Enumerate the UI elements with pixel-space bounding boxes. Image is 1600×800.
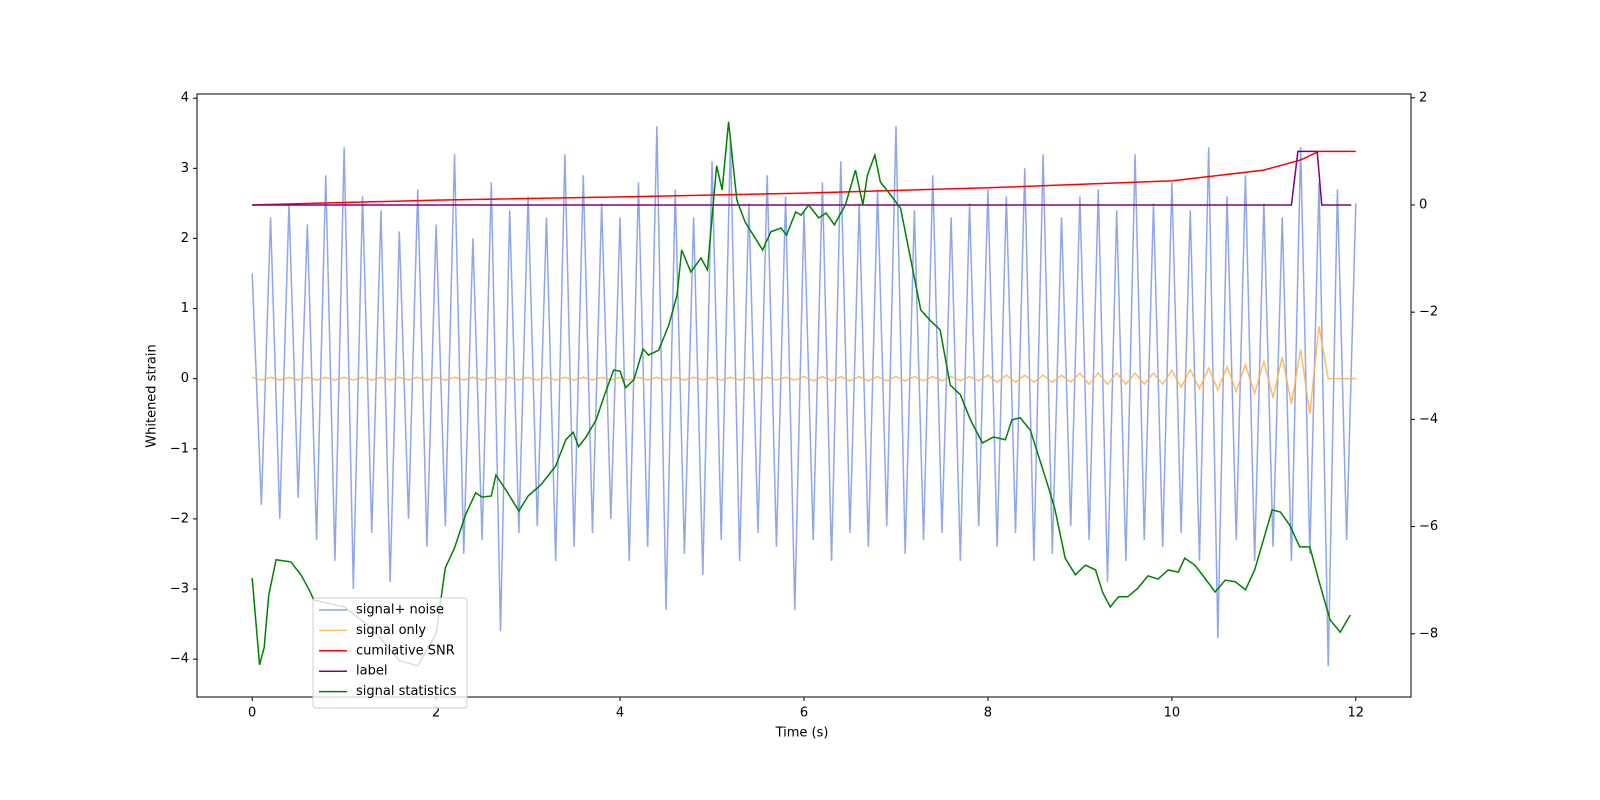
x-tick-label: 0 [248,706,256,721]
legend-label: cumilative SNR [356,643,455,658]
x-tick-label: 2 [432,706,440,721]
y-tick-label: 0 [181,371,189,386]
y-tick-label: 4 [181,91,189,106]
y-tick-label: 1 [181,301,189,316]
y2-tick-label: −4 [1419,412,1438,427]
y2-tick-label: −2 [1419,305,1438,320]
legend-label: label [356,664,387,679]
y2-tick-label: −8 [1419,626,1438,641]
x-tick-label: 12 [1348,706,1365,721]
y-tick-label: −4 [170,652,189,667]
x-tick-label: 8 [984,706,992,721]
y2-tick-label: 2 [1419,90,1427,105]
series-line [252,150,1352,206]
series-line [252,150,1356,206]
legend-box [312,597,468,709]
x-tick-label: 6 [800,706,808,721]
y-tick-label: −3 [170,582,189,597]
x-axis-label: Time (s) [775,726,829,741]
legend: signal+ noise signal only cumilative SNR la… [312,597,468,709]
legend-label: signal only [356,623,426,638]
y-tick-label: −1 [170,441,189,456]
legend-label: signal statistics [356,684,457,699]
y-tick-label: 2 [181,231,189,246]
x-tick-label: 4 [616,706,624,721]
series-line [251,325,1356,414]
series-line [251,126,1357,667]
y-tick-label: 3 [181,161,189,176]
series-line [251,121,1351,667]
y-tick-label: −2 [170,511,189,526]
x-tick-label: 10 [1164,706,1181,721]
y2-tick-label: −6 [1419,519,1438,534]
y-axis-label: Whitened strain [145,344,160,447]
plot-area [251,121,1357,667]
legend-label: signal+ noise [356,603,444,618]
y2-tick-label: 0 [1419,197,1427,212]
